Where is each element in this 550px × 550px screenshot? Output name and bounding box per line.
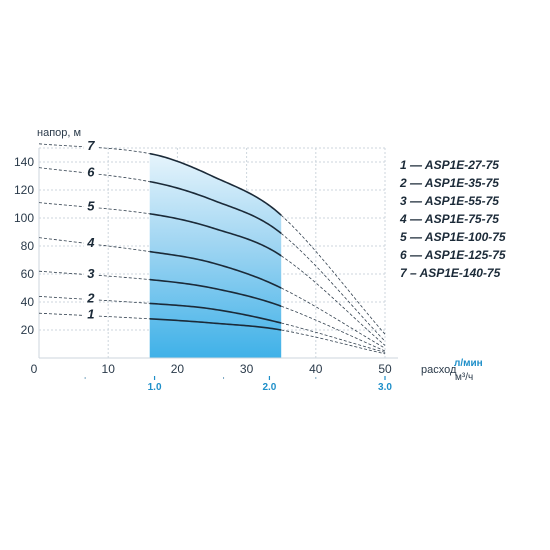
curve-dashed-right bbox=[281, 305, 386, 352]
y-axis-label: напор, м bbox=[37, 127, 81, 139]
curve-number-label: 7 bbox=[87, 138, 95, 153]
x-tick-label: 0 bbox=[31, 362, 38, 376]
curve-number-bg bbox=[83, 290, 98, 305]
curve-solid bbox=[149, 318, 282, 331]
curve-solid bbox=[149, 302, 282, 324]
curve-dashed-right bbox=[281, 287, 386, 349]
legend-entry: 1 — ASP1E-27-75 bbox=[400, 158, 499, 172]
legend-entry: 6 — ASP1E-125-75 bbox=[400, 248, 506, 262]
curve-number-bg bbox=[83, 265, 98, 280]
y-tick-label: 140 bbox=[14, 155, 34, 169]
y-tick-label: 80 bbox=[21, 239, 35, 253]
x-tick-label: 10 bbox=[102, 362, 116, 376]
x-tick-label: 30 bbox=[240, 362, 254, 376]
x-tick-label: 20 bbox=[171, 362, 185, 376]
curve-number-bg bbox=[83, 198, 98, 213]
x-secondary-tick-label: 1.0 bbox=[148, 382, 162, 393]
y-tick-label: 100 bbox=[14, 211, 34, 225]
axes: 20 40 60 80 100 120 140 0 10 20 30 40 50 1.0 2.0 3.0 bbox=[14, 148, 398, 393]
legend-entry: 7 – ASP1E-140-75 bbox=[400, 266, 501, 280]
curve-number-bg bbox=[83, 138, 98, 153]
y-tick-label: 20 bbox=[21, 323, 35, 337]
curve-solid bbox=[149, 152, 282, 216]
x-unit-secondary: м³/ч bbox=[455, 372, 473, 383]
legend-entry: 5 — ASP1E-100-75 bbox=[400, 230, 506, 244]
curve-dashed-right bbox=[280, 214, 386, 335]
curve-number-label: 4 bbox=[86, 235, 95, 250]
curve-dashed-right bbox=[281, 322, 386, 353]
curve-number-label: 2 bbox=[86, 291, 95, 306]
curve-number-label: 3 bbox=[87, 266, 95, 281]
legend: 1 — ASP1E-27-75 2 — ASP1E-35-75 3 — ASP1E-… bbox=[399, 158, 506, 280]
curve-solid bbox=[149, 278, 282, 307]
y-tick-label: 40 bbox=[21, 295, 35, 309]
x-unit-primary: л/мин bbox=[454, 358, 483, 369]
curve-dashed-right bbox=[280, 233, 386, 342]
x-tick-label: 50 bbox=[378, 362, 392, 376]
x-axis-label: расход bbox=[421, 364, 457, 376]
curve-number-label: 5 bbox=[87, 198, 95, 213]
curve-number-label: 6 bbox=[87, 164, 95, 179]
curve-solid bbox=[149, 180, 282, 235]
curve-solid bbox=[149, 213, 282, 257]
curve-number-bg bbox=[83, 306, 98, 321]
curve-dashed-right bbox=[280, 255, 386, 346]
curve-solid bbox=[149, 250, 282, 289]
curve-number-label: 1 bbox=[87, 307, 94, 322]
legend-entry: 4 — ASP1E-75-75 bbox=[399, 212, 499, 226]
y-tick-label: 120 bbox=[14, 183, 34, 197]
x-tick-label: 40 bbox=[309, 362, 323, 376]
curves: 12 3 4 5 6 7 bbox=[38, 138, 386, 355]
curve-number-bg bbox=[83, 164, 98, 179]
curve-number-bg bbox=[83, 234, 98, 249]
operating-range-area bbox=[149, 153, 282, 358]
x-secondary-tick-label: 3.0 bbox=[378, 382, 392, 393]
legend-entry: 3 — ASP1E-55-75 bbox=[400, 194, 499, 208]
legend-entry: 2 — ASP1E-35-75 bbox=[399, 176, 499, 190]
curve-dashed-right bbox=[281, 329, 386, 355]
y-tick-label: 60 bbox=[21, 267, 35, 281]
x-secondary-tick-label: 2.0 bbox=[262, 382, 276, 393]
